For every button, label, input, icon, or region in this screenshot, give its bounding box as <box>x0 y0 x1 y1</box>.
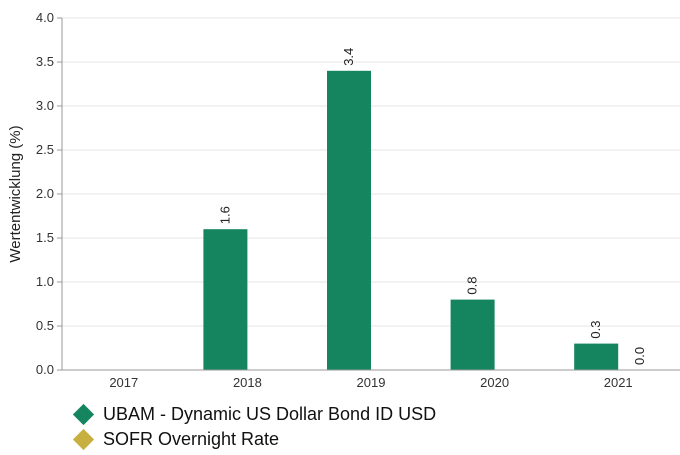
legend-label: SOFR Overnight Rate <box>103 429 280 449</box>
data-label: 0.8 <box>465 277 480 295</box>
data-labels: 1.6 3.4 0.8 0.3 0.0 <box>217 48 647 365</box>
y-tick-label: 0.0 <box>36 362 54 377</box>
legend: UBAM - Dynamic US Dollar Bond ID USD SOF… <box>72 402 436 452</box>
bar[interactable] <box>450 299 495 370</box>
y-axis-ticks: 0.0 0.5 1.0 1.5 2.0 2.5 3.0 3.5 4.0 <box>36 10 62 377</box>
x-tick-label: 2019 <box>357 375 386 390</box>
bar[interactable] <box>327 70 371 371</box>
data-label: 3.4 <box>341 48 356 66</box>
legend-item-sofr[interactable]: SOFR Overnight Rate <box>72 427 436 452</box>
legend-item-ubam[interactable]: UBAM - Dynamic US Dollar Bond ID USD <box>72 402 436 427</box>
x-tick-label: 2021 <box>604 375 633 390</box>
y-tick-label: 3.0 <box>36 98 54 113</box>
x-axis-ticks: 2017 2018 2019 2020 2021 <box>109 375 632 390</box>
y-axis-label: Wertentwicklung (%) <box>7 125 24 262</box>
y-tick-label: 2.0 <box>36 186 54 201</box>
legend-label: UBAM - Dynamic US Dollar Bond ID USD <box>103 404 437 424</box>
y-tick-label: 1.0 <box>36 274 54 289</box>
data-label: 1.6 <box>217 206 232 224</box>
bar-chart: 0.0 0.5 1.0 1.5 2.0 2.5 3.0 3.5 4.0 1.6 3.4 0.8 0.3… <box>7 10 680 390</box>
diamond-marker-icon <box>72 403 95 426</box>
y-tick-label: 4.0 <box>36 10 54 25</box>
bar[interactable] <box>574 343 619 370</box>
data-label: 0.3 <box>588 321 603 339</box>
bar[interactable] <box>203 229 248 370</box>
diamond-marker-icon <box>72 428 95 451</box>
x-tick-label: 2018 <box>233 375 262 390</box>
y-tick-label: 3.5 <box>36 54 54 69</box>
y-tick-label: 0.5 <box>36 318 54 333</box>
y-tick-label: 1.5 <box>36 230 54 245</box>
y-tick-label: 2.5 <box>36 142 54 157</box>
x-tick-label: 2017 <box>109 375 138 390</box>
data-label: 0.0 <box>632 347 647 365</box>
bars <box>203 70 619 371</box>
x-tick-label: 2020 <box>480 375 509 390</box>
